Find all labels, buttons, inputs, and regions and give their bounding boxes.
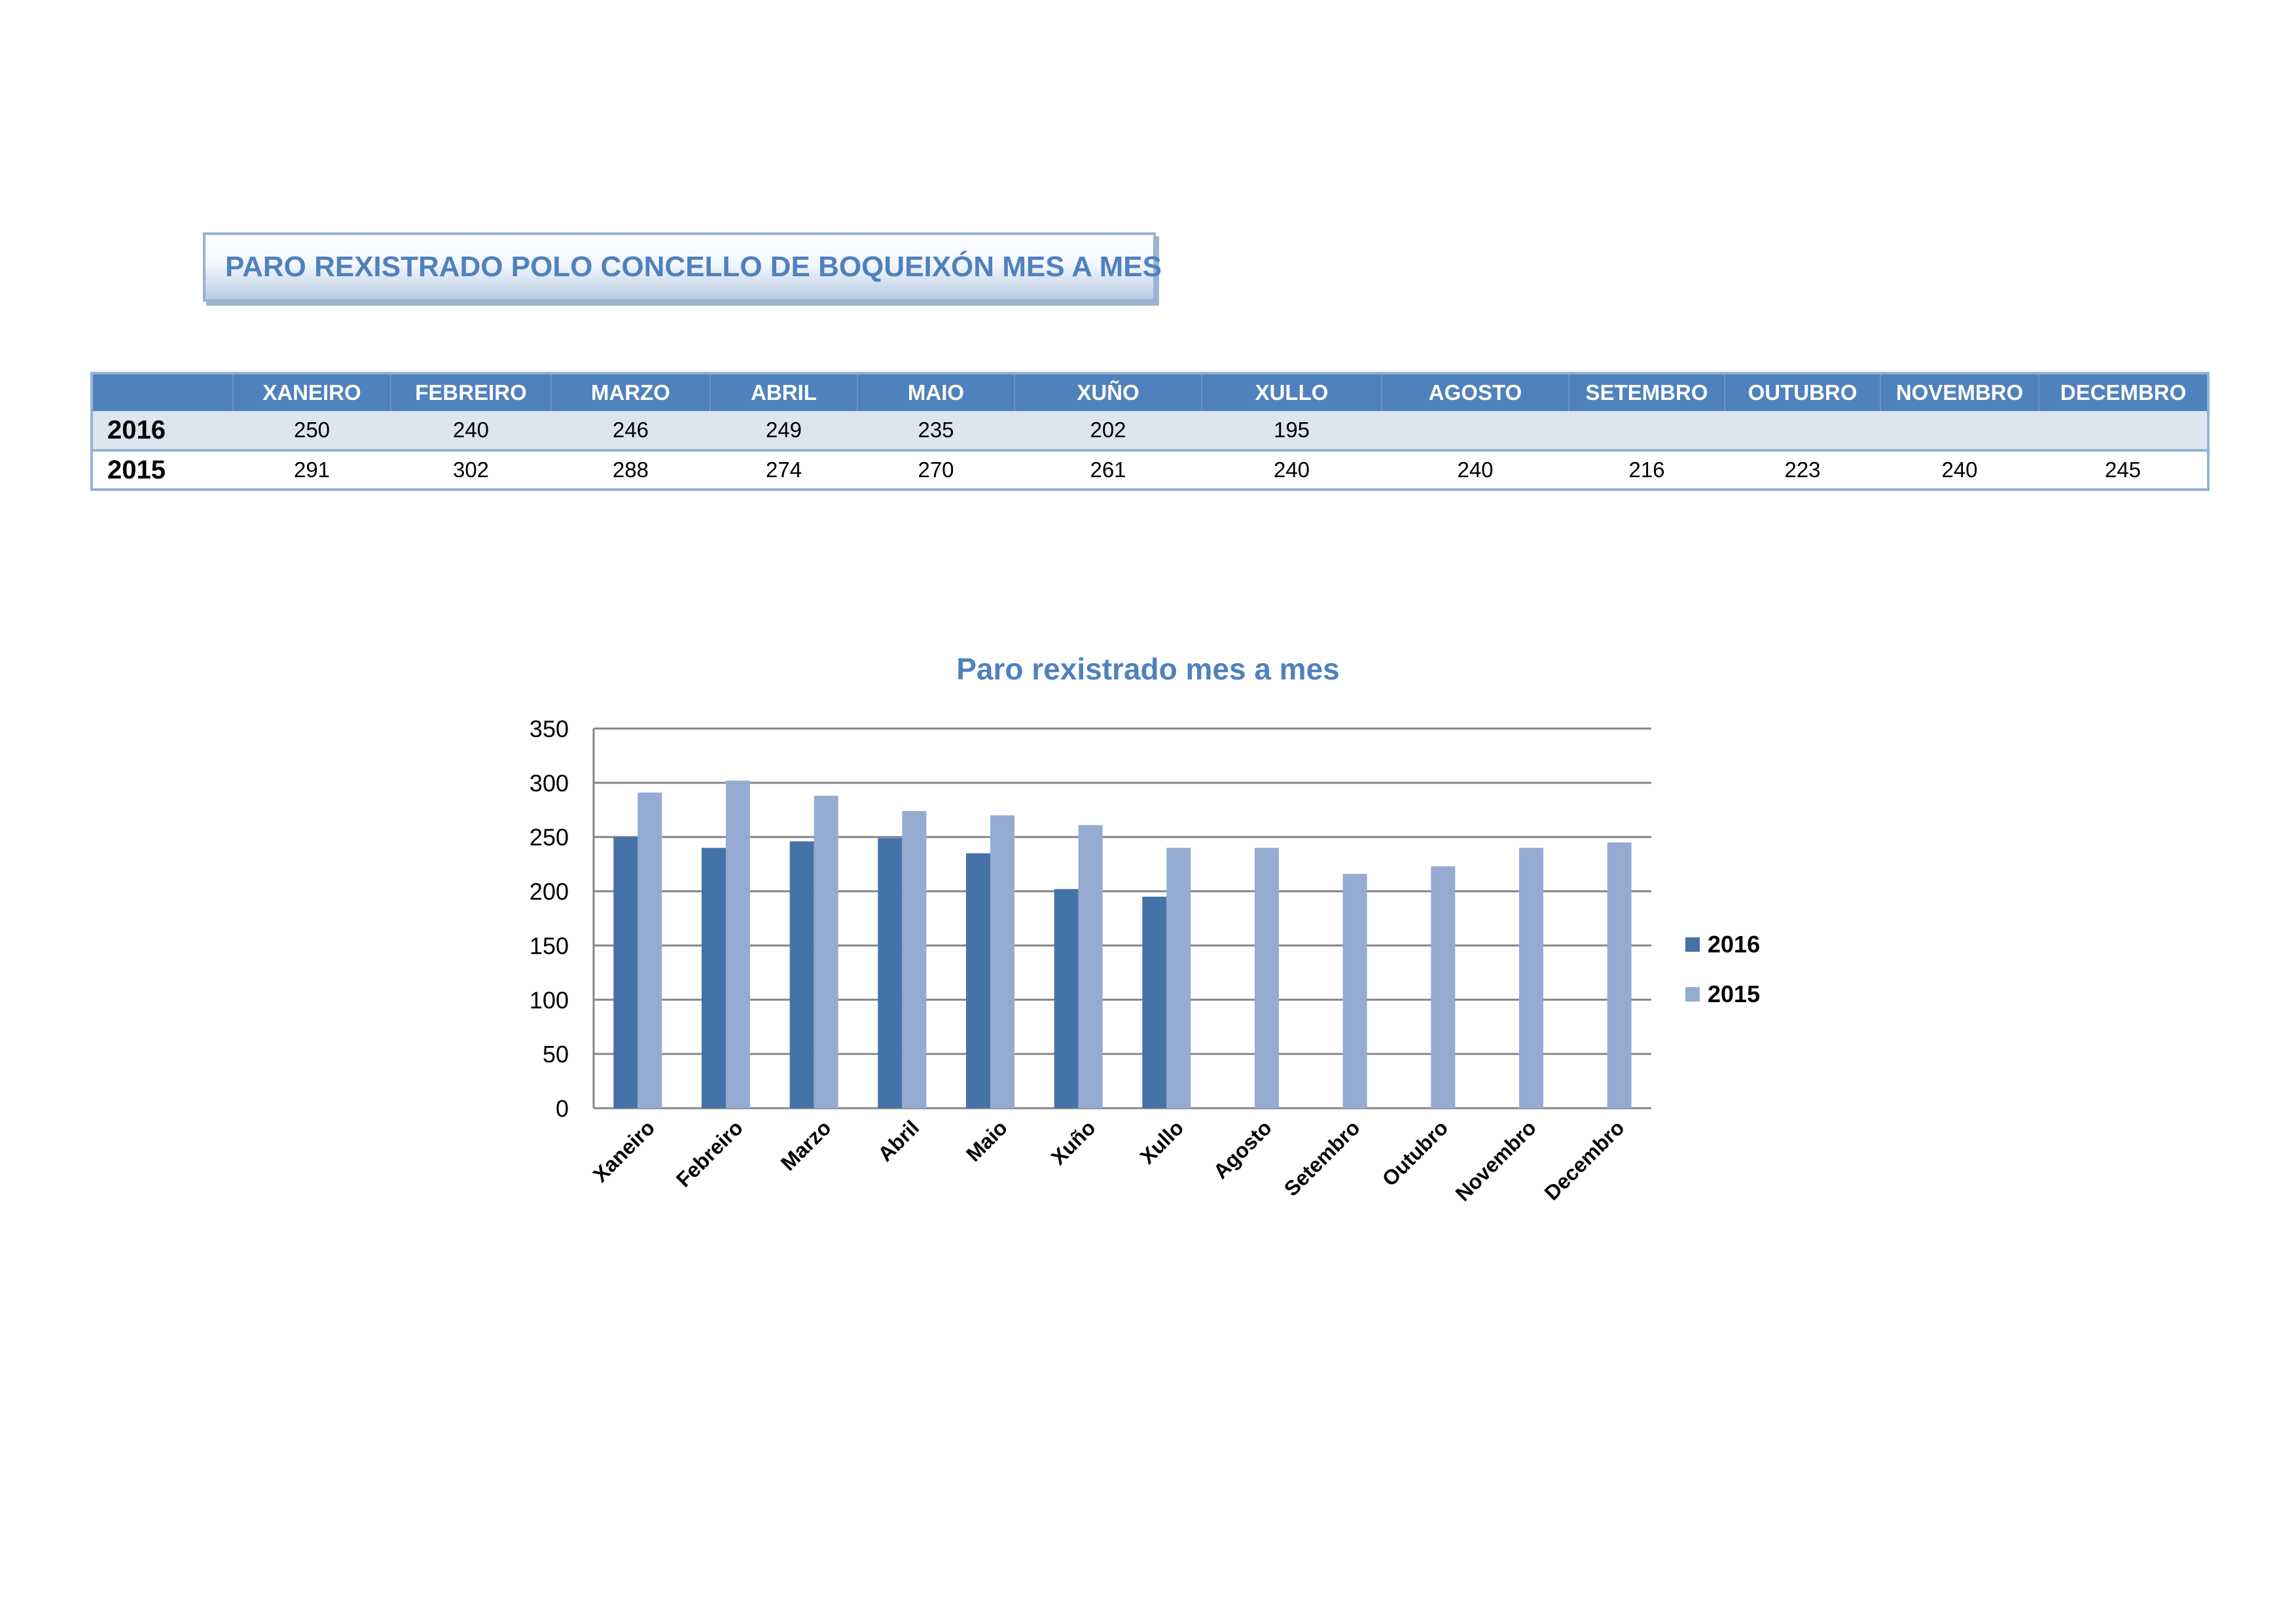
x-tick-label: Outubro [1378, 1115, 1453, 1191]
bar-2015-decembro [1607, 842, 1632, 1108]
x-tick-label: Marzo [776, 1115, 836, 1175]
y-tick-label: 300 [529, 770, 569, 797]
table-header-xuño: XUÑO [1014, 373, 1202, 411]
table-cell: 202 [1090, 418, 1126, 442]
x-tick-label: Setembro [1280, 1115, 1365, 1200]
bar-2015-abril [902, 810, 927, 1108]
bar-2016-xaneiro [613, 837, 638, 1108]
table-cell: 261 [1090, 458, 1126, 482]
x-tick-label: Abril [873, 1115, 924, 1166]
bar-2015-xaneiro [637, 792, 662, 1108]
legend-label: 2015 [1708, 981, 1761, 1007]
table-header-novembro: NOVEMBRO [1880, 373, 2039, 411]
bar-2016-xuño [1054, 889, 1079, 1108]
legend-label: 2016 [1708, 931, 1761, 958]
table-cell: 250 [293, 418, 331, 442]
table-cell: 270 [918, 458, 954, 482]
bar-2015-agosto [1255, 848, 1279, 1108]
table-cell: 288 [612, 458, 649, 482]
y-tick-label: 50 [543, 1041, 569, 1068]
bar-2016-xullo [1142, 896, 1167, 1108]
table-cell: 245 [2104, 458, 2142, 482]
x-tick-label: Agosto [1209, 1115, 1276, 1183]
legend-swatch [1685, 937, 1700, 952]
table-row: 2016 250 240 246 249 235 202 195 [92, 411, 2208, 450]
x-tick-label: Febreiro [672, 1115, 747, 1191]
y-tick-label: 200 [529, 878, 569, 905]
table-cell: 274 [765, 458, 802, 482]
x-tick-label: Xuño [1047, 1115, 1100, 1169]
bar-2016-abril [878, 838, 903, 1108]
x-tick-label: Decembro [1539, 1115, 1628, 1204]
y-tick-label: 150 [529, 932, 569, 959]
table-header-decembro: DECEMBRO [2038, 373, 2208, 411]
chart-legend: 2016 2015 [1685, 920, 1760, 1019]
table-cell: 235 [918, 418, 954, 442]
row-year-label: 2015 [107, 455, 166, 484]
table-cell: 216 [1628, 458, 1665, 482]
legend-item: 2015 [1685, 969, 1760, 1019]
table-cell: 302 [452, 458, 490, 482]
bar-2016-maio [966, 853, 990, 1108]
y-tick-label: 0 [556, 1095, 569, 1122]
table-header-setembro: SETEMBRO [1568, 373, 1725, 411]
x-tick-label: Maio [961, 1115, 1012, 1166]
bar-2015-febreiro [726, 780, 750, 1108]
legend-item: 2016 [1685, 920, 1760, 969]
x-tick-label: Xaneiro [588, 1115, 659, 1186]
table-cell: 195 [1273, 418, 1310, 442]
table-header-outubro: OUTUBRO [1724, 373, 1880, 411]
table-cell: 240 [1273, 458, 1310, 482]
bar-2015-maio [990, 815, 1014, 1108]
page-title: PARO REXISTRADO POLO CONCELLO DE BOQUEIX… [225, 251, 1162, 283]
table-cell: 291 [293, 458, 331, 482]
legend-swatch [1685, 987, 1700, 1001]
y-tick-label: 100 [529, 986, 569, 1013]
y-tick-label: 350 [529, 715, 569, 742]
bar-2015-marzo [814, 795, 838, 1108]
table-header-febreiro: FEBREIRO [390, 373, 551, 411]
x-tick-label: Novembro [1451, 1115, 1541, 1205]
table-header-xaneiro: XANEIRO [232, 373, 391, 411]
bar-2015-xuño [1078, 825, 1103, 1108]
table-cell: 246 [612, 418, 649, 442]
data-table: XANEIRO FEBREIRO MARZO ABRIL MAIO XUÑO XULLO AG… [90, 372, 2210, 491]
table-header-empty [91, 373, 233, 411]
chart-title: Paro rexistrado mes a mes [956, 652, 1340, 686]
table-cell: 249 [765, 418, 802, 442]
title-box: PARO REXISTRADO POLO CONCELLO DE BOQUEIX… [203, 232, 1162, 302]
table-header-maio: MAIO [857, 373, 1014, 411]
table-cell: 240 [1457, 458, 1494, 482]
table-header-row: XANEIRO FEBREIRO MARZO ABRIL MAIO XUÑO XULLO AG… [91, 373, 2208, 411]
table-header-abril: ABRIL [709, 373, 857, 411]
table-header-agosto: AGOSTO [1381, 373, 1569, 411]
bar-2016-febreiro [702, 848, 726, 1108]
bar-2015-outubro [1431, 866, 1456, 1108]
bar-2016-marzo [789, 841, 814, 1108]
table-header-xullo: XULLO [1201, 373, 1382, 411]
y-tick-label: 250 [529, 824, 569, 851]
table-header-marzo: MARZO [550, 373, 710, 411]
table-cell: 240 [1941, 458, 1978, 482]
table-cell: 240 [452, 418, 490, 442]
row-year-label: 2016 [107, 415, 166, 444]
bar-2015-setembro [1342, 874, 1367, 1108]
x-tick-label: Xullo [1136, 1115, 1189, 1168]
table-cell: 223 [1784, 458, 1821, 482]
bar-2015-xullo [1166, 848, 1191, 1108]
table-row: 2015 291 302 288 274 270 261 240 240 216 223 240 245 [92, 450, 2208, 490]
bar-2015-novembro [1519, 848, 1543, 1108]
